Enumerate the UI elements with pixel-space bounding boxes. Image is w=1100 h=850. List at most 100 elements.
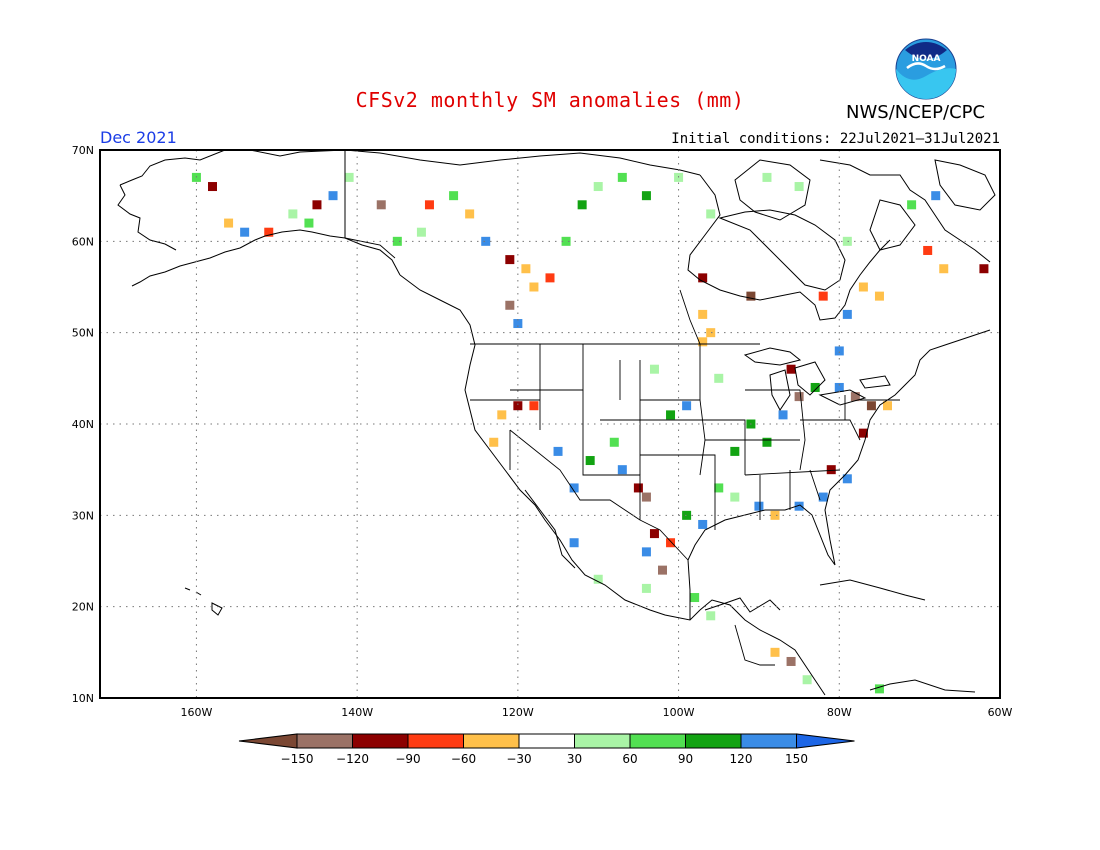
anomaly-cell: [521, 264, 531, 274]
anomaly-cell: [649, 529, 659, 539]
anomaly-cell: [794, 182, 804, 192]
anomaly-cell: [505, 300, 515, 310]
lat-tick-label: 60N: [72, 235, 94, 248]
anomaly-cell: [497, 410, 507, 420]
anomaly-cell: [794, 392, 804, 402]
lat-tick-label: 10N: [72, 692, 94, 705]
anomaly-cell: [842, 474, 852, 484]
anomaly-cell: [714, 483, 724, 493]
anomaly-cell: [770, 647, 780, 657]
anomaly-cell: [730, 492, 740, 502]
anomaly-cell: [593, 574, 603, 584]
anomaly-cell: [416, 227, 426, 237]
anomaly-cell: [706, 328, 716, 338]
anomaly-cell: [240, 227, 250, 237]
lon-tick-label: 80W: [827, 706, 852, 719]
anomaly-cell: [874, 684, 884, 694]
anomaly-cell: [939, 264, 949, 274]
colorbar-label: 90: [678, 752, 693, 766]
anomaly-cell: [754, 501, 764, 511]
lon-tick-label: 120W: [502, 706, 534, 719]
initial-conditions: Initial conditions: 22Jul2021–31Jul2021: [671, 131, 1000, 147]
anomaly-cell: [842, 309, 852, 319]
colorbar-box: [407, 733, 464, 749]
colorbar-label: 150: [785, 752, 808, 766]
anomaly-cell: [682, 401, 692, 411]
anomaly-cell: [858, 428, 868, 438]
colorbar-label: −30: [506, 752, 531, 766]
anomaly-cell: [907, 200, 917, 210]
anomaly-cell: [465, 209, 475, 219]
anomaly-cell: [264, 227, 274, 237]
anomaly-cell: [842, 236, 852, 246]
anomaly-cell: [786, 656, 796, 666]
anomaly-cell: [641, 191, 651, 201]
anomaly-cell: [883, 401, 892, 411]
anomaly-cell: [641, 547, 651, 557]
anomaly-cell: [392, 236, 402, 246]
map-frame: [99, 149, 1001, 699]
anomaly-cell: [569, 538, 579, 548]
anomaly-cell: [609, 437, 619, 447]
anomaly-cell: [529, 282, 539, 292]
anomaly-cell: [585, 456, 595, 466]
org-label: NWS/NCEP/CPC: [846, 102, 986, 123]
colorbar-label: −150: [281, 752, 314, 766]
anomaly-cell: [698, 309, 708, 319]
lon-tick-label: 60W: [988, 706, 1013, 719]
colorbar-arrow-left: [238, 733, 298, 749]
noaa-logo-text: NOAA: [912, 54, 941, 64]
colorbar-box: [574, 733, 631, 749]
anomaly-cell: [224, 218, 234, 228]
anomaly-cell: [481, 236, 491, 246]
anomaly-cell: [866, 401, 876, 411]
anomaly-cell: [706, 209, 716, 219]
anomaly-cell: [312, 200, 322, 210]
anomaly-cell: [666, 410, 676, 420]
anomaly-cell: [119, 200, 129, 210]
colorbar-label: 120: [730, 752, 753, 766]
anomaly-cell: [746, 291, 756, 301]
lat-tick-label: 30N: [72, 509, 94, 522]
anomaly-cell: [569, 483, 579, 493]
colorbar-label: −120: [336, 752, 369, 766]
anomaly-cell: [762, 437, 772, 447]
anomaly-cell: [449, 191, 459, 201]
anomaly-cell: [633, 483, 643, 493]
anomaly-cell: [513, 319, 523, 329]
anomaly-cell: [770, 510, 780, 520]
anomaly-cell: [344, 172, 354, 182]
axis-tick-labels: 160W 140W 120W 100W 80W 60W 70N 60N 50N 40N 30N 20N…: [72, 144, 1013, 719]
lat-tick-label: 50N: [72, 327, 94, 340]
anomaly-cell: [818, 291, 828, 301]
anomaly-cell: [328, 191, 338, 201]
anomaly-cell: [706, 611, 716, 621]
anomaly-cell: [698, 519, 708, 529]
anomaly-cell: [641, 583, 651, 593]
anomaly-cell: [617, 172, 627, 182]
anomaly-cell: [641, 492, 651, 502]
colorbar-box: [685, 733, 742, 749]
anomaly-cell: [834, 346, 844, 356]
colorbar-box: [352, 733, 409, 749]
colorbar-box: [629, 733, 686, 749]
colorbar: −150 −120 −90 −60 −30 30 60 90 120 150: [238, 733, 855, 766]
lat-lon-grid: [100, 150, 1000, 698]
anomaly-cells: [119, 172, 989, 694]
anomaly-cell: [979, 264, 989, 274]
lat-tick-label: 40N: [72, 418, 94, 431]
anomaly-cell: [818, 492, 828, 502]
anomaly-cell: [489, 437, 499, 447]
anomaly-cell: [376, 200, 386, 210]
anomaly-cell: [698, 273, 708, 283]
colorbar-box: [463, 733, 520, 749]
colorbar-arrow-right: [796, 733, 855, 749]
map-title: CFSv2 monthly SM anomalies (mm): [355, 88, 745, 112]
anomaly-cell: [553, 446, 563, 456]
anomaly-cell: [730, 446, 740, 456]
lon-tick-label: 100W: [663, 706, 695, 719]
anomaly-cell: [714, 373, 724, 383]
anomaly-cell: [834, 382, 844, 392]
lon-tick-label: 140W: [341, 706, 373, 719]
